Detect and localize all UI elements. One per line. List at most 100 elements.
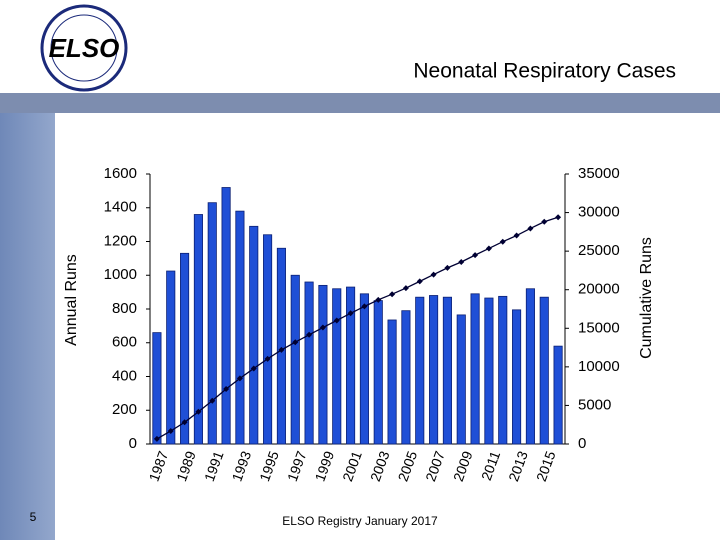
x-tick-label: 2007	[422, 449, 448, 484]
line-marker	[278, 346, 285, 353]
bar	[553, 345, 563, 445]
x-tick-label: 2001	[339, 449, 365, 484]
bar	[415, 296, 425, 445]
y-tick-label: 1400	[104, 199, 137, 216]
x-tick-label: 2011	[478, 449, 503, 483]
line-marker	[292, 339, 299, 346]
y2-tick-label: 0	[578, 435, 586, 452]
bar	[429, 295, 439, 445]
x-tick-label: 2003	[367, 449, 393, 484]
line-marker	[236, 375, 243, 382]
line-marker	[209, 397, 216, 404]
y2-tick-label: 30000	[578, 204, 620, 221]
y-axis-label: Annual Runs	[63, 254, 80, 346]
x-tick-label: 1987	[146, 449, 172, 484]
bar	[525, 288, 535, 445]
bar	[359, 293, 369, 445]
y-tick-label: 200	[112, 401, 137, 418]
x-tick-label: 1999	[312, 449, 338, 484]
line-marker	[430, 271, 437, 278]
x-tick-label: 2015	[533, 449, 559, 484]
chart-title: Neonatal Respiratory Cases	[413, 60, 676, 83]
x-tick-label: 1989	[173, 449, 199, 484]
bar	[166, 270, 176, 445]
x-tick-label: 1991	[201, 449, 227, 484]
line-marker	[195, 408, 202, 415]
bar	[152, 332, 162, 445]
line-marker	[402, 285, 409, 292]
y-tick-label: 0	[129, 435, 137, 452]
line-marker	[153, 435, 160, 442]
line-marker	[513, 232, 520, 239]
line-marker	[319, 324, 326, 331]
line-marker	[485, 245, 492, 252]
bar	[193, 214, 203, 445]
bar	[235, 210, 245, 445]
line-marker	[347, 310, 354, 317]
x-tick-label: 1993	[229, 449, 255, 484]
line-marker	[306, 331, 313, 338]
side-band	[0, 113, 55, 540]
y-tick-label: 1000	[104, 266, 137, 283]
y2-tick-label: 10000	[578, 358, 620, 375]
y2-tick-label: 25000	[578, 242, 620, 259]
bar	[442, 296, 452, 445]
line-marker	[333, 317, 340, 324]
line-marker	[264, 355, 271, 362]
line-marker	[499, 238, 506, 245]
x-tick-label: 1995	[256, 449, 282, 484]
line-marker	[416, 278, 423, 285]
line-marker	[361, 303, 368, 310]
line-marker	[375, 296, 382, 303]
header-bar	[0, 93, 720, 113]
y2-axis-label: Cumulative Runs	[638, 237, 655, 359]
line-marker	[181, 419, 188, 426]
line	[156, 216, 559, 440]
x-tick-label: 1997	[284, 449, 310, 484]
x-tick-label: 2005	[395, 449, 421, 484]
line-marker	[389, 291, 396, 298]
y2-tick-label: 5000	[578, 396, 611, 413]
y-tick-label: 600	[112, 334, 137, 351]
y2-tick-label: 15000	[578, 319, 620, 336]
bar	[470, 293, 480, 445]
slide-number: 5	[30, 510, 37, 524]
y-tick-label: 800	[112, 300, 137, 317]
bar	[180, 252, 190, 445]
line-marker	[555, 214, 562, 221]
y-tick-label: 1200	[104, 232, 137, 249]
bar	[346, 286, 356, 445]
bar	[249, 225, 259, 445]
line-marker	[444, 264, 451, 271]
logo-text: ELSO	[49, 33, 120, 63]
bar	[207, 202, 217, 445]
footer: ELSO Registry January 2017	[282, 514, 438, 528]
x-tick-label: 2009	[450, 449, 476, 484]
bar	[539, 296, 549, 445]
line-marker	[458, 258, 465, 265]
line-marker	[167, 428, 174, 435]
bar	[304, 281, 314, 445]
logo: ELSO	[40, 4, 128, 92]
line-marker	[223, 386, 230, 393]
bar	[290, 274, 300, 445]
line-marker	[527, 225, 534, 232]
bar	[456, 314, 466, 445]
bar	[263, 234, 273, 445]
bar	[318, 284, 328, 445]
y-tick-label: 1600	[104, 165, 137, 182]
y2-tick-label: 20000	[578, 281, 620, 298]
line-marker	[472, 252, 479, 259]
bar	[512, 309, 522, 445]
bar	[498, 295, 508, 445]
bar	[484, 297, 494, 445]
bar	[373, 300, 383, 445]
bar	[276, 247, 286, 445]
line-marker	[541, 218, 548, 225]
x-tick-label: 2013	[505, 449, 531, 484]
y-tick-label: 400	[112, 367, 137, 384]
bar	[387, 319, 397, 445]
y2-tick-label: 35000	[578, 165, 620, 182]
line-marker	[250, 365, 257, 372]
